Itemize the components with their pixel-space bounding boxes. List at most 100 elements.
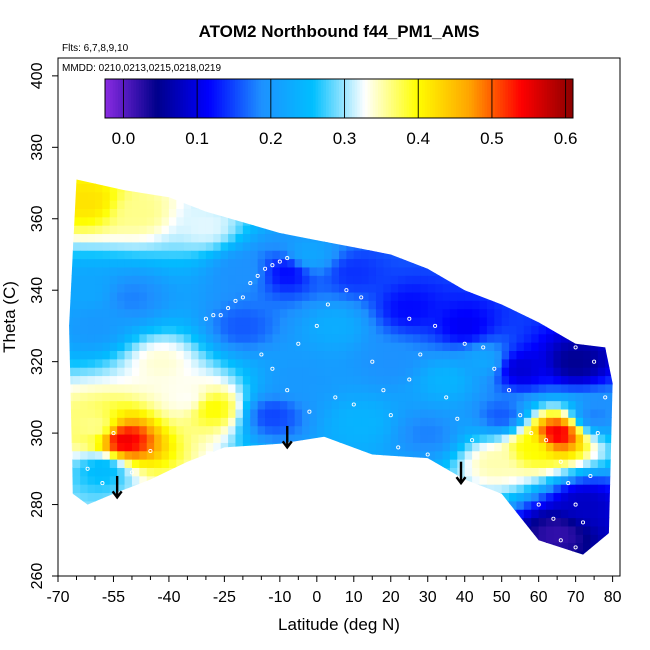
heatmap-cell xyxy=(257,200,266,209)
heatmap-cell xyxy=(242,459,251,468)
heatmap-cell xyxy=(464,191,473,201)
heatmap-cell xyxy=(479,350,488,360)
heatmap-cell xyxy=(117,291,126,301)
heatmap-cell xyxy=(509,500,518,510)
heatmap-cell xyxy=(472,250,481,260)
colorbar-tick-label: 0.6 xyxy=(554,129,578,148)
heatmap-cell xyxy=(590,91,598,100)
heatmap-cell xyxy=(73,75,81,84)
heatmap-cell xyxy=(294,475,303,485)
heatmap-cell xyxy=(420,475,429,485)
heatmap-cell xyxy=(501,417,510,427)
heatmap-cell xyxy=(117,308,126,318)
heatmap-cell xyxy=(406,150,414,159)
heatmap-cell xyxy=(294,534,303,544)
heatmap-cell xyxy=(295,150,303,159)
heatmap-cell xyxy=(250,208,259,218)
heatmap-cell xyxy=(523,250,532,260)
heatmap-cell xyxy=(613,125,621,134)
heatmap-cell xyxy=(191,484,200,494)
heatmap-cell xyxy=(553,492,562,502)
heatmap-cell xyxy=(479,400,488,410)
heatmap-cell xyxy=(124,383,133,393)
heatmap-cell xyxy=(509,450,518,460)
colorbar-segment xyxy=(344,79,348,118)
heatmap-cell xyxy=(398,417,407,427)
heatmap-cell xyxy=(494,500,503,510)
heatmap-cell xyxy=(168,517,177,527)
heatmap-cell xyxy=(220,350,229,360)
heatmap-cell xyxy=(383,475,392,485)
heatmap-cell xyxy=(220,417,229,427)
heatmap-cell xyxy=(583,342,592,352)
heatmap-cell xyxy=(486,300,495,310)
heatmap-cell xyxy=(228,258,237,268)
heatmap-cell xyxy=(465,559,473,568)
heatmap-cell xyxy=(406,58,414,67)
heatmap-cell xyxy=(109,408,118,418)
heatmap-cell xyxy=(168,425,177,435)
colorbar-frame xyxy=(104,78,574,119)
heatmap-cell xyxy=(257,308,266,318)
heatmap-cell xyxy=(131,300,140,310)
heatmap-cell xyxy=(331,266,340,276)
heatmap-cell xyxy=(58,526,66,535)
heatmap-cell xyxy=(531,367,540,377)
heatmap-cell xyxy=(516,125,524,134)
heatmap-cell xyxy=(509,509,518,519)
heatmap-cell xyxy=(568,66,576,75)
heatmap-cell xyxy=(472,58,480,67)
heatmap-cell xyxy=(412,358,421,368)
heatmap-cell xyxy=(146,542,155,552)
heatmap-cell xyxy=(435,534,444,544)
heatmap-cell xyxy=(272,342,281,352)
colorbar-segment xyxy=(479,79,483,118)
heatmap-cell xyxy=(94,358,103,368)
heatmap-cell xyxy=(94,325,103,335)
heatmap-cell xyxy=(479,525,488,535)
heatmap-cell xyxy=(546,358,555,368)
heatmap-cell xyxy=(368,484,377,494)
heatmap-cell xyxy=(183,266,192,276)
heatmap-cell xyxy=(420,183,429,193)
heatmap-cell xyxy=(480,559,488,568)
heatmap-cell xyxy=(87,241,96,251)
heatmap-cell xyxy=(435,550,444,555)
heatmap-cell xyxy=(280,568,288,577)
heatmap-cell xyxy=(502,167,510,176)
heatmap-cell xyxy=(250,200,259,209)
heatmap-cell xyxy=(117,542,126,552)
heatmap-cell xyxy=(287,500,296,510)
heatmap-cell xyxy=(73,125,81,134)
heatmap-cell xyxy=(161,400,170,410)
heatmap-cell xyxy=(168,408,177,418)
heatmap-cell xyxy=(472,308,481,318)
heatmap-cell xyxy=(390,225,399,235)
heatmap-cell xyxy=(309,559,317,568)
down-arrow-icon xyxy=(111,475,123,500)
heatmap-cell xyxy=(449,208,458,218)
heatmap-cell xyxy=(368,342,377,352)
heatmap-cell xyxy=(568,183,577,193)
heatmap-cell xyxy=(383,350,392,360)
heatmap-cell xyxy=(131,459,140,468)
heatmap-cell xyxy=(272,550,281,555)
heatmap-cell xyxy=(69,308,74,318)
heatmap-cell xyxy=(479,266,488,276)
heatmap-cell xyxy=(58,375,66,384)
heatmap-cell xyxy=(257,216,266,226)
heatmap-cell xyxy=(480,58,488,67)
heatmap-cell xyxy=(479,433,488,443)
heatmap-cell xyxy=(102,442,111,452)
heatmap-cell xyxy=(361,250,370,260)
heatmap-cell xyxy=(457,308,466,318)
sample-point xyxy=(263,266,268,271)
heatmap-cell xyxy=(316,475,325,485)
sample-point xyxy=(603,395,608,400)
heatmap-cell xyxy=(368,308,377,318)
heatmap-cell xyxy=(539,150,547,159)
heatmap-cell xyxy=(316,216,325,226)
heatmap-cell xyxy=(509,417,518,427)
heatmap-cell xyxy=(228,425,237,435)
heatmap-cell xyxy=(369,142,377,151)
